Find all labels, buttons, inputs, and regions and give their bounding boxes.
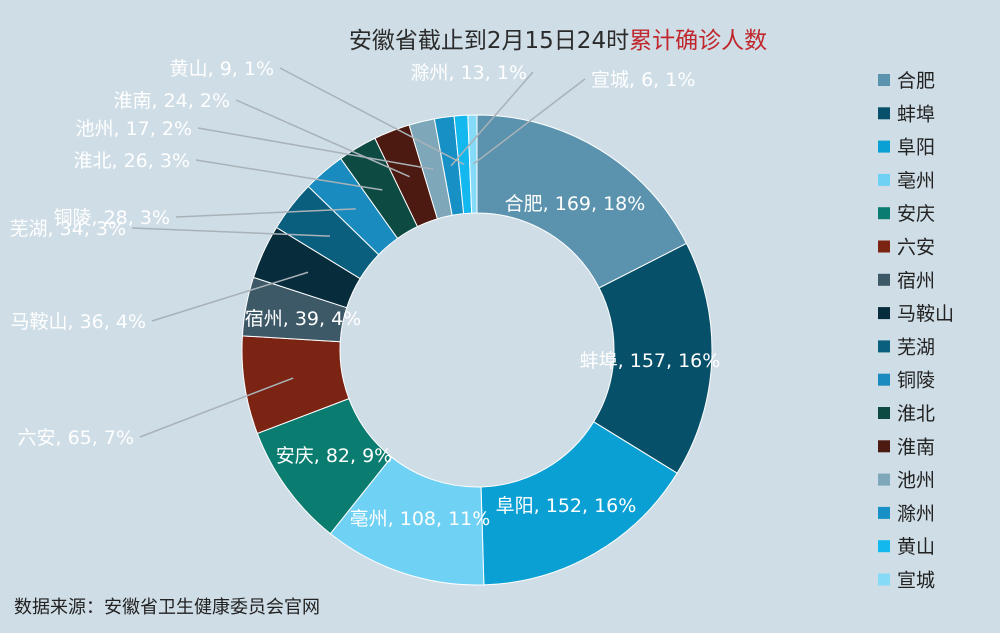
legend-label-11: 淮北 [897,403,935,425]
legend-label-1: 合肥 [897,70,935,92]
legend-swatch-8 [878,307,890,320]
leader-line-13 [197,127,434,170]
legend-swatch-15 [878,540,890,553]
data-label-4: 亳州, 108, 11% [350,508,491,530]
legend-label-14: 滁州 [897,503,935,525]
data-label-9: 芜湖, 34, 3% [10,218,126,240]
data-label-1: 合肥, 169, 18% [505,193,646,215]
slice-3 [480,421,678,586]
slice-1 [476,114,688,289]
leader-line-11 [195,159,383,191]
legend-label-9: 芜湖 [897,336,935,358]
leader-line-15 [279,67,465,166]
legend-swatch-14 [878,506,890,519]
legend-label-5: 安庆 [897,203,935,225]
legend-swatch-10 [878,373,890,386]
legend-swatch-3 [878,140,890,153]
legend-label-2: 蚌埠 [897,103,935,125]
leader-line-14 [450,71,534,167]
legend-swatch-13 [878,473,890,486]
data-label-14: 滁州, 13, 1% [411,62,527,84]
leader-line-6 [139,377,294,438]
legend-label-8: 马鞍山 [897,303,954,325]
legend-label-15: 黄山 [897,536,935,558]
data-label-8: 马鞍山, 36, 4% [11,311,146,333]
data-label-3: 阜阳, 152, 16% [496,495,637,517]
legend-label-13: 池州 [897,470,935,492]
data-label-10: 铜陵, 28, 3% [54,207,170,229]
slices [241,114,713,586]
legend-label-16: 宣城 [897,570,935,592]
legend-swatch-5 [878,207,890,220]
data-label-15: 黄山, 9, 1% [170,58,274,80]
data-labels: 合肥, 169, 18% 蚌埠, 157, 16% 阜阳, 152, 16%亳州, … [10,58,721,530]
legend-label-10: 铜陵 [897,370,935,392]
data-label-11: 淮北, 26, 3% [74,150,190,172]
leader-line-16 [472,78,586,165]
legend-label-7: 宿州 [897,270,935,292]
legend-swatch-6 [878,240,890,253]
leader-line-8 [151,271,309,322]
data-label-16: 宣城, 6, 1% [591,69,695,91]
legend-swatch-11 [878,407,890,419]
leader-line-9 [131,227,331,237]
leader-line-12 [235,99,410,178]
legend-label-4: 亳州 [897,170,935,192]
data-label-13: 池州, 17, 2% [76,118,192,140]
data-label-6: 六安, 65, 7% [18,427,134,449]
legend-swatch-2 [878,107,890,120]
legend-label-12: 淮南 [897,436,935,458]
legend-swatch-12 [878,440,890,453]
legend-label-3: 阜阳 [897,137,935,159]
data-label-2: 蚌埠, 157, 16% [580,350,721,372]
chart-title-part-2: 累计确诊人数 [629,28,767,54]
legend-swatch-9 [878,340,890,353]
data-label-12: 淮南, 24, 2% [114,90,230,112]
leader-lines [131,67,586,438]
chart-title-part-1: 安徽省截止到2月15日24时 [349,28,629,54]
legend-swatch-1 [878,74,890,86]
data-label-7: 宿州, 39, 4% [245,308,361,330]
legend-swatch-4 [878,173,890,186]
legend-swatch-16 [878,573,890,586]
legend-swatch-7 [878,273,890,286]
leader-line-10 [175,208,356,218]
data-label-5: 安庆, 82, 9% [276,445,392,467]
source-note: 数据来源：安徽省卫生健康委员会官网 [14,597,320,618]
legend-label-6: 六安 [897,237,935,259]
chart-title: 安徽省截止到2月15日24时累计确诊人数 [349,28,767,54]
